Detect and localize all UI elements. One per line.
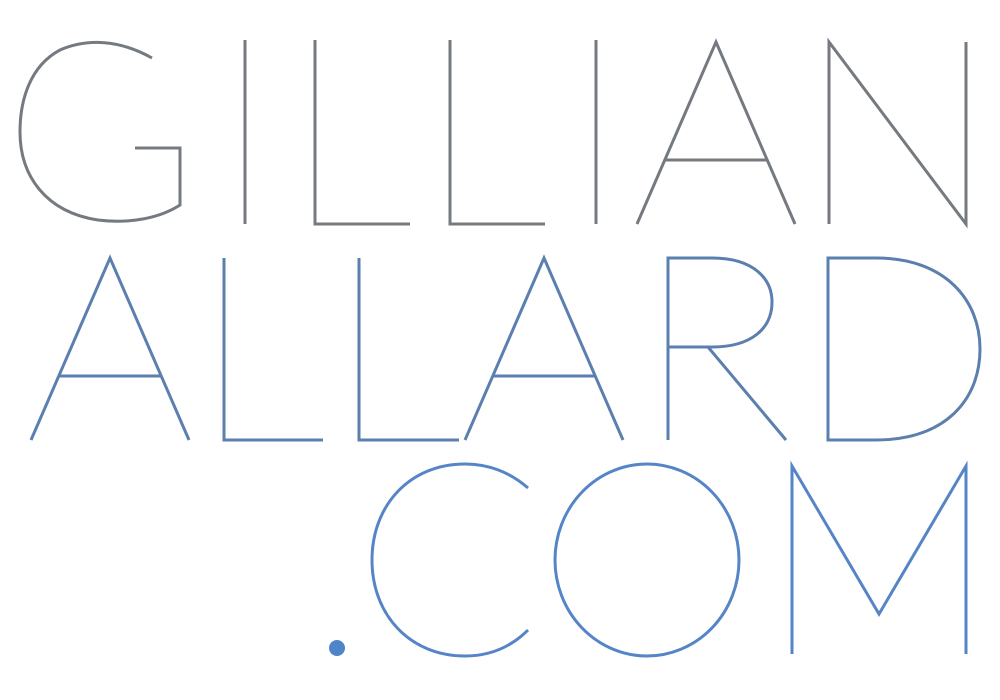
wordmark-line-dotcom	[329, 460, 968, 658]
letter-l	[448, 40, 545, 226]
letter-c	[370, 462, 530, 658]
letter-d	[826, 256, 982, 442]
letter-l	[357, 258, 459, 442]
letter-a	[29, 254, 191, 441]
letter-g	[18, 40, 182, 223]
wordmark-line-gillian	[18, 37, 968, 229]
letter-o	[553, 462, 741, 658]
dot	[329, 640, 345, 656]
wordmark-line-allard	[29, 254, 982, 442]
letter-r	[666, 256, 788, 441]
letter-l	[222, 258, 323, 442]
letter-n	[827, 37, 968, 229]
letter-a	[463, 254, 625, 441]
letter-m	[790, 460, 968, 654]
letter-l	[313, 40, 410, 226]
letter-a	[635, 38, 797, 225]
